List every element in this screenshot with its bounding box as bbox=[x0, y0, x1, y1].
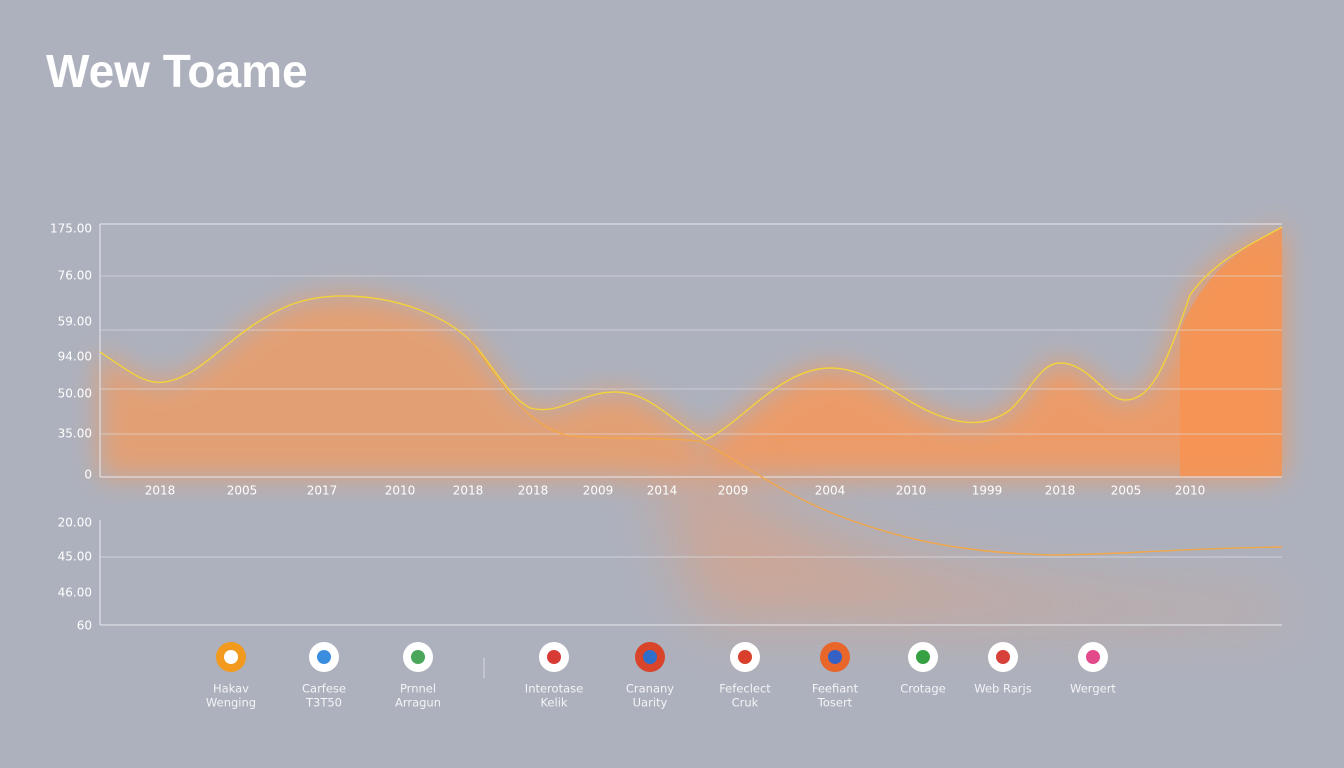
x-tick-label: 2004 bbox=[815, 484, 846, 498]
x-tick-label: 2010 bbox=[1175, 484, 1206, 498]
app-icon-glyph bbox=[916, 650, 930, 664]
y-tick-label: 59.00 bbox=[58, 315, 92, 329]
app-label: Fefeclect bbox=[719, 682, 771, 696]
app-icon-glyph bbox=[547, 650, 561, 664]
axes bbox=[99, 223, 1282, 678]
y-tick-label: 35.00 bbox=[58, 427, 92, 441]
y-tick-label: 94.00 bbox=[58, 350, 92, 364]
app-icon-glyph bbox=[411, 650, 425, 664]
app-label: Cranany bbox=[626, 682, 674, 696]
app-icon-glyph bbox=[828, 650, 842, 664]
app-icon-glyph bbox=[643, 650, 657, 664]
app-item[interactable]: Crotage bbox=[900, 642, 946, 696]
y-tick-label: 50.00 bbox=[58, 387, 92, 401]
app-label: Interotase bbox=[525, 682, 583, 696]
y-tick-label: 20.00 bbox=[58, 516, 92, 530]
app-label: Cruk bbox=[732, 696, 759, 710]
x-tick-label: 2005 bbox=[227, 484, 258, 498]
y-tick-label: 45.00 bbox=[58, 550, 92, 564]
app-label: Uarity bbox=[633, 696, 668, 710]
y-tick-label: 175.00 bbox=[50, 222, 92, 236]
x-tick-label: 1999 bbox=[972, 484, 1003, 498]
x-tick-label: 2018 bbox=[1045, 484, 1076, 498]
app-label: Carfese bbox=[302, 682, 346, 696]
app-label: Feefiant bbox=[812, 682, 859, 696]
app-label: Arragun bbox=[395, 696, 441, 710]
y-tick-label: 46.00 bbox=[58, 586, 92, 600]
app-label: Crotage bbox=[900, 682, 945, 696]
app-icon-glyph bbox=[317, 650, 331, 664]
app-item[interactable]: Web Rarjs bbox=[974, 642, 1032, 696]
x-tick-label: 2018 bbox=[145, 484, 176, 498]
y-tick-label: 76.00 bbox=[58, 269, 92, 283]
app-label: Wergert bbox=[1070, 682, 1116, 696]
app-label: Prnnel bbox=[400, 682, 436, 696]
app-label: Hakav bbox=[213, 682, 249, 696]
grid bbox=[100, 275, 1282, 435]
app-icon-glyph bbox=[224, 650, 238, 664]
labels: 175.00 76.00 59.00 94.00 50.00 35.00 0 2018 2005… bbox=[50, 222, 1205, 633]
x-tick-label: 2005 bbox=[1111, 484, 1142, 498]
title: Wew Toame bbox=[46, 45, 308, 97]
x-tick-label: 2018 bbox=[453, 484, 484, 498]
app-icon-glyph bbox=[738, 650, 752, 664]
x-tick-label: 2009 bbox=[718, 484, 749, 498]
x-tick-label: 2014 bbox=[647, 484, 678, 498]
x-tick-label: 2009 bbox=[583, 484, 614, 498]
app-item[interactable]: Wergert bbox=[1070, 642, 1116, 696]
x-tick-label: 2010 bbox=[385, 484, 416, 498]
app-label: Tosert bbox=[817, 696, 853, 710]
app-icon-glyph bbox=[996, 650, 1010, 664]
x-tick-label: 2010 bbox=[896, 484, 927, 498]
x-tick-label: 2018 bbox=[518, 484, 549, 498]
y-tick-label: 60 bbox=[77, 619, 92, 633]
app-label: Kelik bbox=[540, 696, 567, 710]
app-label: Wenging bbox=[206, 696, 256, 710]
y-tick-label: 0 bbox=[84, 468, 92, 482]
curves bbox=[99, 226, 1283, 556]
app-icon-glyph bbox=[1086, 650, 1100, 664]
app-label: T3T50 bbox=[305, 696, 342, 710]
chart-area bbox=[100, 227, 1282, 620]
x-tick-label: 2017 bbox=[307, 484, 338, 498]
app-label: Web Rarjs bbox=[974, 682, 1031, 696]
